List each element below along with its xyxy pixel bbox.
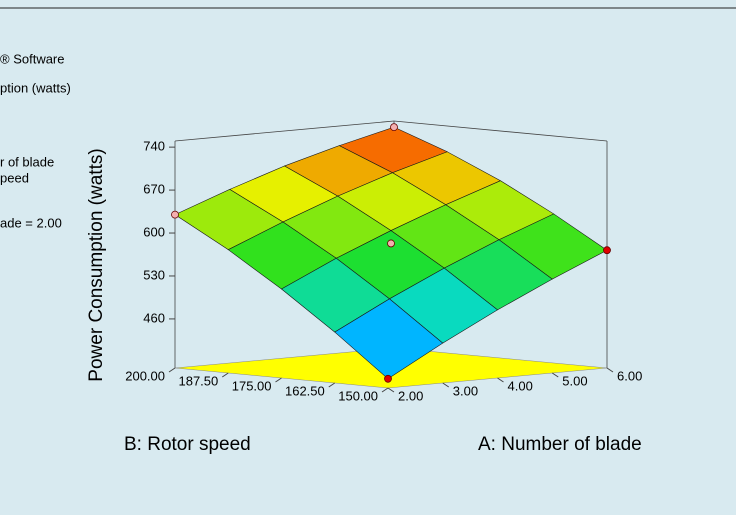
- y-axis-label: B: Rotor speed: [124, 434, 251, 455]
- y-tick-label: 150.00: [338, 388, 378, 403]
- z-tick-label: 530: [143, 267, 165, 282]
- box-edge: [174, 120, 395, 142]
- z-tick-label: 670: [143, 182, 165, 197]
- design-point: [171, 210, 179, 219]
- box-edge: [393, 120, 608, 142]
- annotation: ade = 2.00: [0, 215, 62, 230]
- y-tick: [381, 387, 389, 393]
- z-tick-label: 460: [143, 310, 165, 325]
- x-tick: [497, 377, 504, 383]
- z-tick-label: 600: [143, 224, 165, 239]
- annotation: ption (watts): [0, 80, 71, 95]
- annotation: ® Software: [0, 51, 65, 66]
- annotation: r of blade: [0, 154, 54, 169]
- x-tick: [387, 387, 395, 393]
- design-point: [603, 246, 611, 255]
- y-tick-label: 175.00: [232, 378, 272, 393]
- x-tick: [442, 382, 450, 388]
- y-tick: [328, 382, 336, 388]
- z-axis-label: Power Consumption (watts): [86, 148, 107, 381]
- x-tick-label: 5.00: [562, 373, 587, 388]
- y-tick: [168, 367, 176, 373]
- x-tick: [606, 367, 614, 373]
- z-tick-label: 740: [143, 139, 165, 154]
- y-tick: [275, 377, 282, 383]
- design-point: [384, 374, 392, 383]
- x-tick-label: 3.00: [453, 383, 478, 398]
- annotation: peed: [0, 170, 29, 185]
- y-tick-label: 187.50: [178, 373, 218, 388]
- x-tick: [551, 372, 559, 378]
- x-axis-label: A: Number of blade: [478, 434, 642, 455]
- x-tick-label: 6.00: [617, 368, 642, 383]
- design-point: [390, 123, 398, 132]
- design-point: [387, 239, 395, 248]
- y-tick: [221, 372, 229, 378]
- y-tick-label: 200.00: [125, 368, 165, 383]
- x-tick-label: 2.00: [398, 388, 423, 403]
- y-tick-label: 162.50: [285, 383, 325, 398]
- surface-cell: [334, 298, 444, 380]
- x-tick-label: 4.00: [508, 378, 533, 393]
